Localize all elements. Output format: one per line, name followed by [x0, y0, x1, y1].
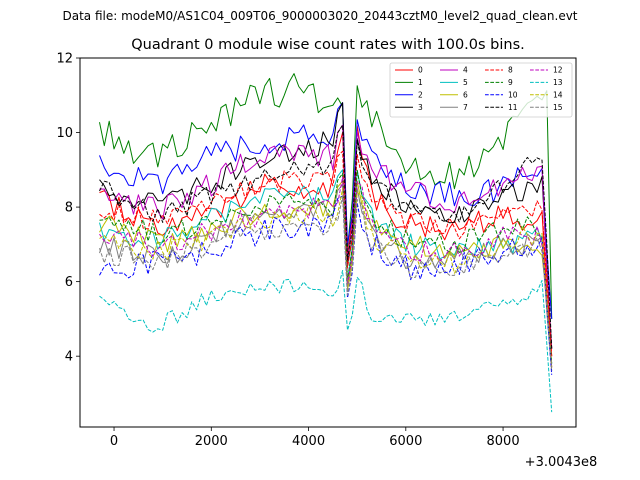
legend-item-9: 9	[485, 78, 513, 87]
legend-item-13: 13	[530, 78, 563, 87]
figure-suptitle: Data file: modeM0/AS1C04_009T06_90000030…	[62, 9, 577, 23]
legend-item-0: 0	[395, 66, 423, 75]
legend-item-14: 14	[530, 91, 563, 100]
y-tick-label: 10	[56, 126, 73, 141]
legend-label: 10	[508, 91, 518, 100]
legend-label: 12	[553, 66, 563, 75]
legend-label: 3	[418, 103, 423, 112]
series-4-line	[99, 124, 553, 349]
legend-item-5: 5	[440, 78, 468, 87]
x-offset-label: +3.0043e8	[525, 455, 598, 470]
legend-item-12: 12	[530, 66, 563, 75]
legend-label: 7	[463, 103, 468, 112]
y-tick-label: 4	[65, 350, 73, 365]
legend-label: 14	[553, 91, 563, 100]
series-2-line	[99, 102, 553, 319]
legend-box	[389, 62, 573, 118]
legend-label: 13	[553, 78, 563, 87]
y-tick-label: 6	[65, 275, 73, 290]
legend-label: 1	[418, 78, 423, 87]
chart-title: Quadrant 0 module wise count rates with …	[131, 37, 525, 53]
legend-label: 4	[463, 66, 468, 75]
legend-label: 6	[463, 91, 468, 100]
legend-item-7: 7	[440, 103, 468, 112]
y-axis: 4 6 8 10 12	[56, 52, 80, 365]
legend-label: 15	[553, 103, 563, 112]
series-14-line	[99, 188, 553, 368]
series-8-line	[99, 150, 553, 357]
x-tick-label: 2000	[195, 434, 228, 449]
legend-label: 9	[508, 78, 513, 87]
legend-label: 2	[418, 91, 423, 100]
x-tick-label: 0	[110, 434, 118, 449]
series-1-line	[99, 73, 553, 319]
legend-label: 5	[463, 78, 468, 87]
legend-label: 0	[418, 66, 423, 75]
x-tick-label: 6000	[389, 434, 422, 449]
legend-item-10: 10	[485, 91, 518, 100]
series-15-line	[99, 195, 553, 372]
legend-item-6: 6	[440, 91, 468, 100]
legend-label: 11	[508, 103, 518, 112]
legend-item-11: 11	[485, 103, 518, 112]
series-11-line	[99, 124, 553, 349]
series-9-line	[99, 169, 553, 364]
legend-label: 8	[508, 66, 513, 75]
x-tick-label: 8000	[487, 434, 520, 449]
legend-item-4: 4	[440, 66, 468, 75]
y-tick-label: 12	[56, 52, 73, 67]
legend-item-3: 3	[395, 103, 423, 112]
legend-item-2: 2	[395, 91, 423, 100]
series-10-line	[99, 195, 553, 375]
x-axis: 0 2000 4000 6000 8000	[110, 427, 520, 449]
y-tick-label: 8	[65, 201, 73, 216]
series-5-line	[99, 169, 553, 364]
series-12-line	[99, 176, 553, 368]
plot-frame	[79, 57, 577, 428]
series-13-line	[99, 270, 553, 413]
legend-item-8: 8	[485, 66, 513, 75]
legend-item-1: 1	[395, 78, 423, 87]
series-0-line	[99, 125, 553, 357]
series-layer	[99, 73, 553, 413]
x-tick-label: 4000	[292, 434, 325, 449]
legend-item-15: 15	[530, 103, 563, 112]
